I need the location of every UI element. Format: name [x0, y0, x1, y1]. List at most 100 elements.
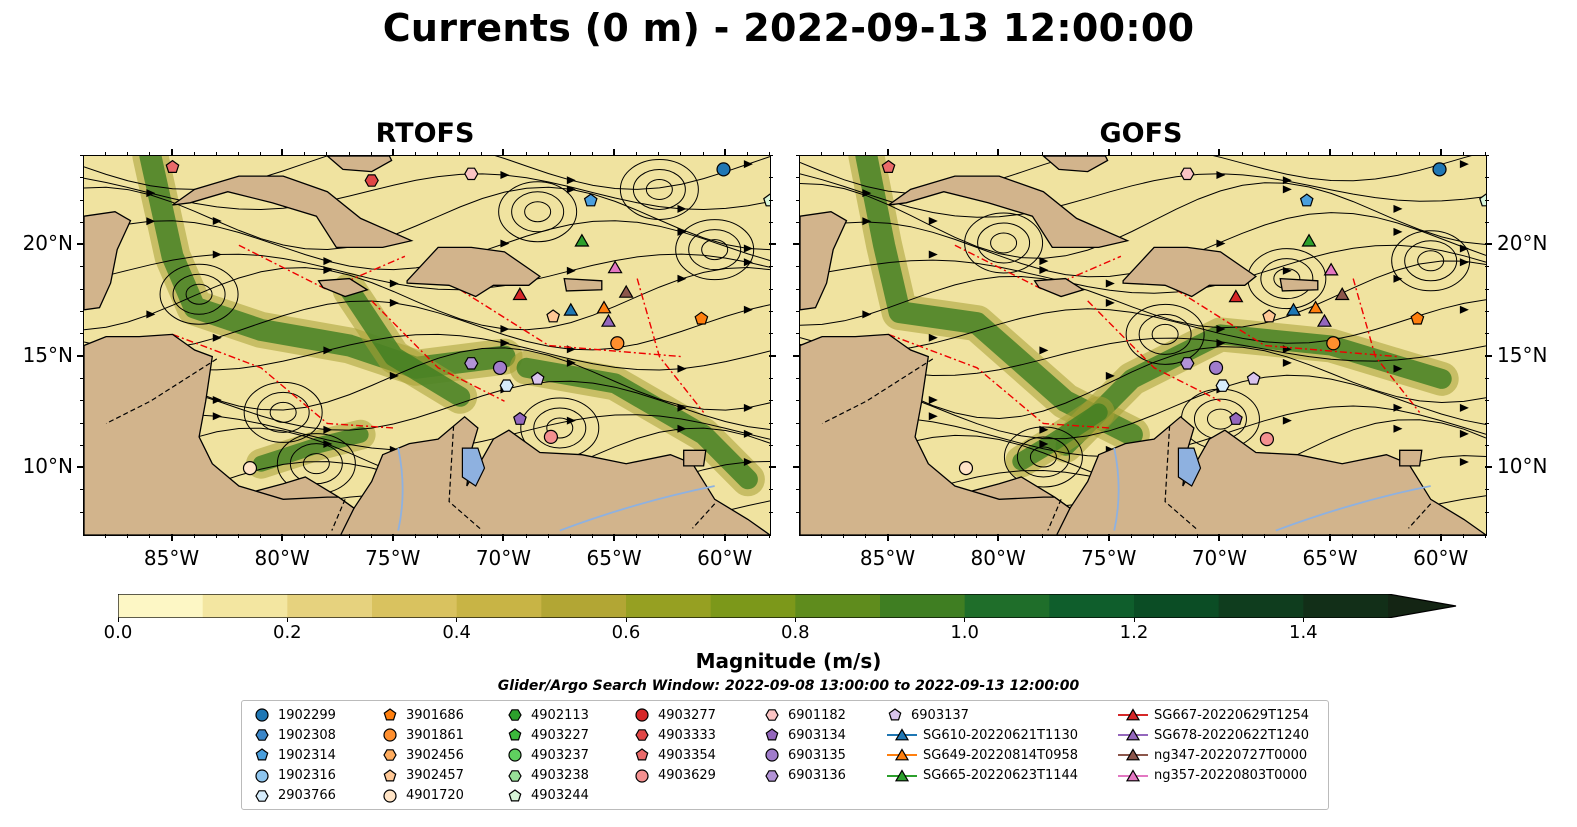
x-minor-tick [680, 534, 682, 538]
country-border [821, 358, 934, 425]
x-minor-tick [1263, 534, 1265, 538]
legend-marker-pentagon-icon [508, 728, 522, 741]
colorbar-extend-max [1388, 594, 1456, 618]
observation-ng357-20220803T0000 [607, 260, 623, 274]
x-minor-tick [614, 534, 616, 538]
x-minor-tick [887, 534, 889, 538]
x-minor-tick [1108, 534, 1110, 538]
x-minor-tick [1352, 152, 1354, 156]
legend-label: SG678-20220622T1240 [1154, 727, 1310, 743]
observation-3902457 [546, 309, 561, 323]
colorbar-bin [372, 594, 458, 618]
x-minor-tick [976, 152, 978, 156]
legend-label: 3902457 [406, 768, 464, 784]
x-minor-tick [746, 152, 748, 156]
x-minor-tick [1175, 152, 1177, 156]
legend-marker [635, 729, 649, 741]
y-minor-tick [769, 377, 773, 379]
legend-item: 4902113 [507, 705, 589, 725]
observation-ng347-20220727T0000 [618, 284, 634, 298]
x-minor-tick [1374, 534, 1376, 538]
y-minor-tick [796, 444, 800, 446]
legend-marker [765, 769, 779, 782]
legend-marker [255, 748, 269, 761]
observation-SG649-20220814T0958 [596, 300, 612, 314]
panel-title-gofs: GOFS [1099, 118, 1183, 149]
x-minor-tick [1219, 534, 1221, 538]
observation-6903136 [464, 357, 479, 370]
y-minor-tick [80, 444, 84, 446]
x-tick-label: 75°W [1081, 546, 1137, 570]
x-minor-tick [591, 534, 593, 538]
y-minor-tick [796, 422, 800, 424]
x-minor-tick [953, 534, 955, 538]
legend-marker-circle-icon [635, 708, 649, 722]
land-jamaica [317, 277, 369, 298]
observation-4903244 [1479, 193, 1486, 207]
colorbar-bar [117, 593, 1457, 619]
observation-6903134 [513, 411, 527, 425]
x-minor-tick [171, 152, 173, 156]
y-minor-tick [796, 155, 800, 156]
legend-marker-circle-icon [383, 789, 397, 803]
y-minor-tick [80, 199, 84, 201]
x-minor-tick [1462, 534, 1464, 538]
map-gofs[interactable] [799, 155, 1487, 536]
legend-item: 6903136 [764, 766, 846, 786]
x-minor-tick [282, 534, 284, 538]
legend-label: 4903333 [658, 727, 716, 743]
legend-marker [383, 749, 397, 762]
observation-3901861 [1326, 336, 1341, 351]
x-minor-tick [658, 534, 660, 538]
observation-2903766 [1215, 379, 1230, 392]
x-tick-label: 60°W [697, 546, 753, 570]
x-minor-tick [724, 152, 726, 156]
land-jamaica [1033, 277, 1085, 298]
y-minor-tick [796, 244, 800, 246]
map-rtofs[interactable] [83, 155, 771, 536]
legend-item: SG667-20220629T1254 [1118, 705, 1309, 725]
land-cuba [172, 175, 414, 249]
legend-marker [255, 789, 269, 802]
y-minor-tick [796, 489, 800, 491]
x-minor-tick [1485, 534, 1486, 538]
x-minor-tick [1064, 534, 1066, 538]
y-minor-tick [769, 199, 773, 201]
y-minor-tick [796, 511, 800, 513]
observation-SG678-20220622T1240 [600, 313, 616, 327]
observation-6903137 [1246, 371, 1261, 385]
land-puertoRico [563, 277, 603, 292]
colorbar-bin [1303, 594, 1389, 618]
y-minor-tick [80, 355, 84, 357]
y-minor-tick [796, 311, 800, 313]
x-minor-tick [1396, 534, 1398, 538]
x-minor-tick [636, 152, 638, 156]
x-minor-tick [976, 534, 978, 538]
eez-boundaries [821, 244, 1421, 514]
y-minor-tick [80, 244, 84, 246]
legend-item: 4903227 [507, 725, 589, 745]
land-bahamas [1042, 156, 1109, 173]
y-minor-tick [80, 177, 84, 179]
legend-item: 1902316 [254, 766, 336, 786]
observation-3901686 [1410, 311, 1425, 325]
x-tick-label: 75°W [365, 546, 421, 570]
x-minor-tick [1374, 152, 1376, 156]
x-minor-tick [1462, 152, 1464, 156]
legend-item: 3902456 [382, 745, 464, 765]
y-minor-tick [80, 467, 84, 469]
y-minor-tick [80, 511, 84, 513]
x-minor-tick [843, 152, 845, 156]
x-minor-tick [127, 534, 129, 538]
y-minor-tick [796, 467, 800, 469]
x-minor-tick [1197, 152, 1199, 156]
river [559, 485, 715, 532]
x-minor-tick [998, 152, 1000, 156]
x-minor-tick [171, 534, 173, 538]
legend-marker [894, 748, 910, 761]
legend-marker [508, 769, 522, 782]
current-jet [855, 156, 1143, 446]
y-minor-tick [769, 355, 773, 357]
x-tick-label: 80°W [970, 546, 1026, 570]
legend-marker-pentagon-icon [888, 708, 902, 721]
